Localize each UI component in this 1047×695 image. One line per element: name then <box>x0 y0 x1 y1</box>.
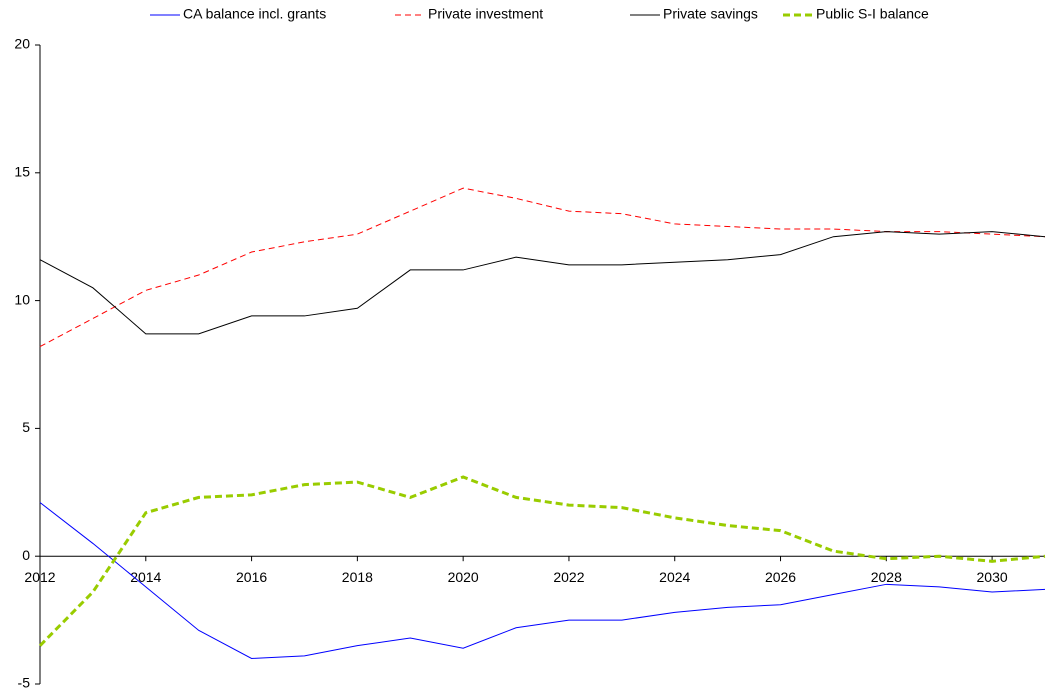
legend-label: Public S-I balance <box>816 6 929 22</box>
y-tick-label: 5 <box>22 419 30 435</box>
series-line <box>39 231 1046 335</box>
x-tick-label: 2012 <box>24 569 55 585</box>
x-tick-label: 2026 <box>765 569 796 585</box>
series-line <box>39 187 1046 348</box>
y-tick-label: 15 <box>14 164 30 180</box>
y-tick-label: 0 <box>22 547 30 563</box>
series-line <box>39 502 1046 659</box>
series-line <box>38 475 1046 647</box>
legend-label: Private investment <box>428 6 543 22</box>
y-tick-label: -5 <box>18 675 31 691</box>
x-tick-label: 2020 <box>448 569 479 585</box>
x-tick-label: 2016 <box>236 569 267 585</box>
x-tick-label: 2024 <box>659 569 690 585</box>
legend-label: CA balance incl. grants <box>183 6 326 22</box>
legend-label: Private savings <box>663 6 758 22</box>
x-tick-label: 2014 <box>130 569 161 585</box>
y-tick-label: 10 <box>14 291 30 307</box>
x-tick-label: 2030 <box>977 569 1008 585</box>
y-tick-label: 20 <box>14 36 30 52</box>
x-tick-label: 2022 <box>553 569 584 585</box>
x-tick-label: 2028 <box>871 569 902 585</box>
x-tick-label: 2018 <box>342 569 373 585</box>
